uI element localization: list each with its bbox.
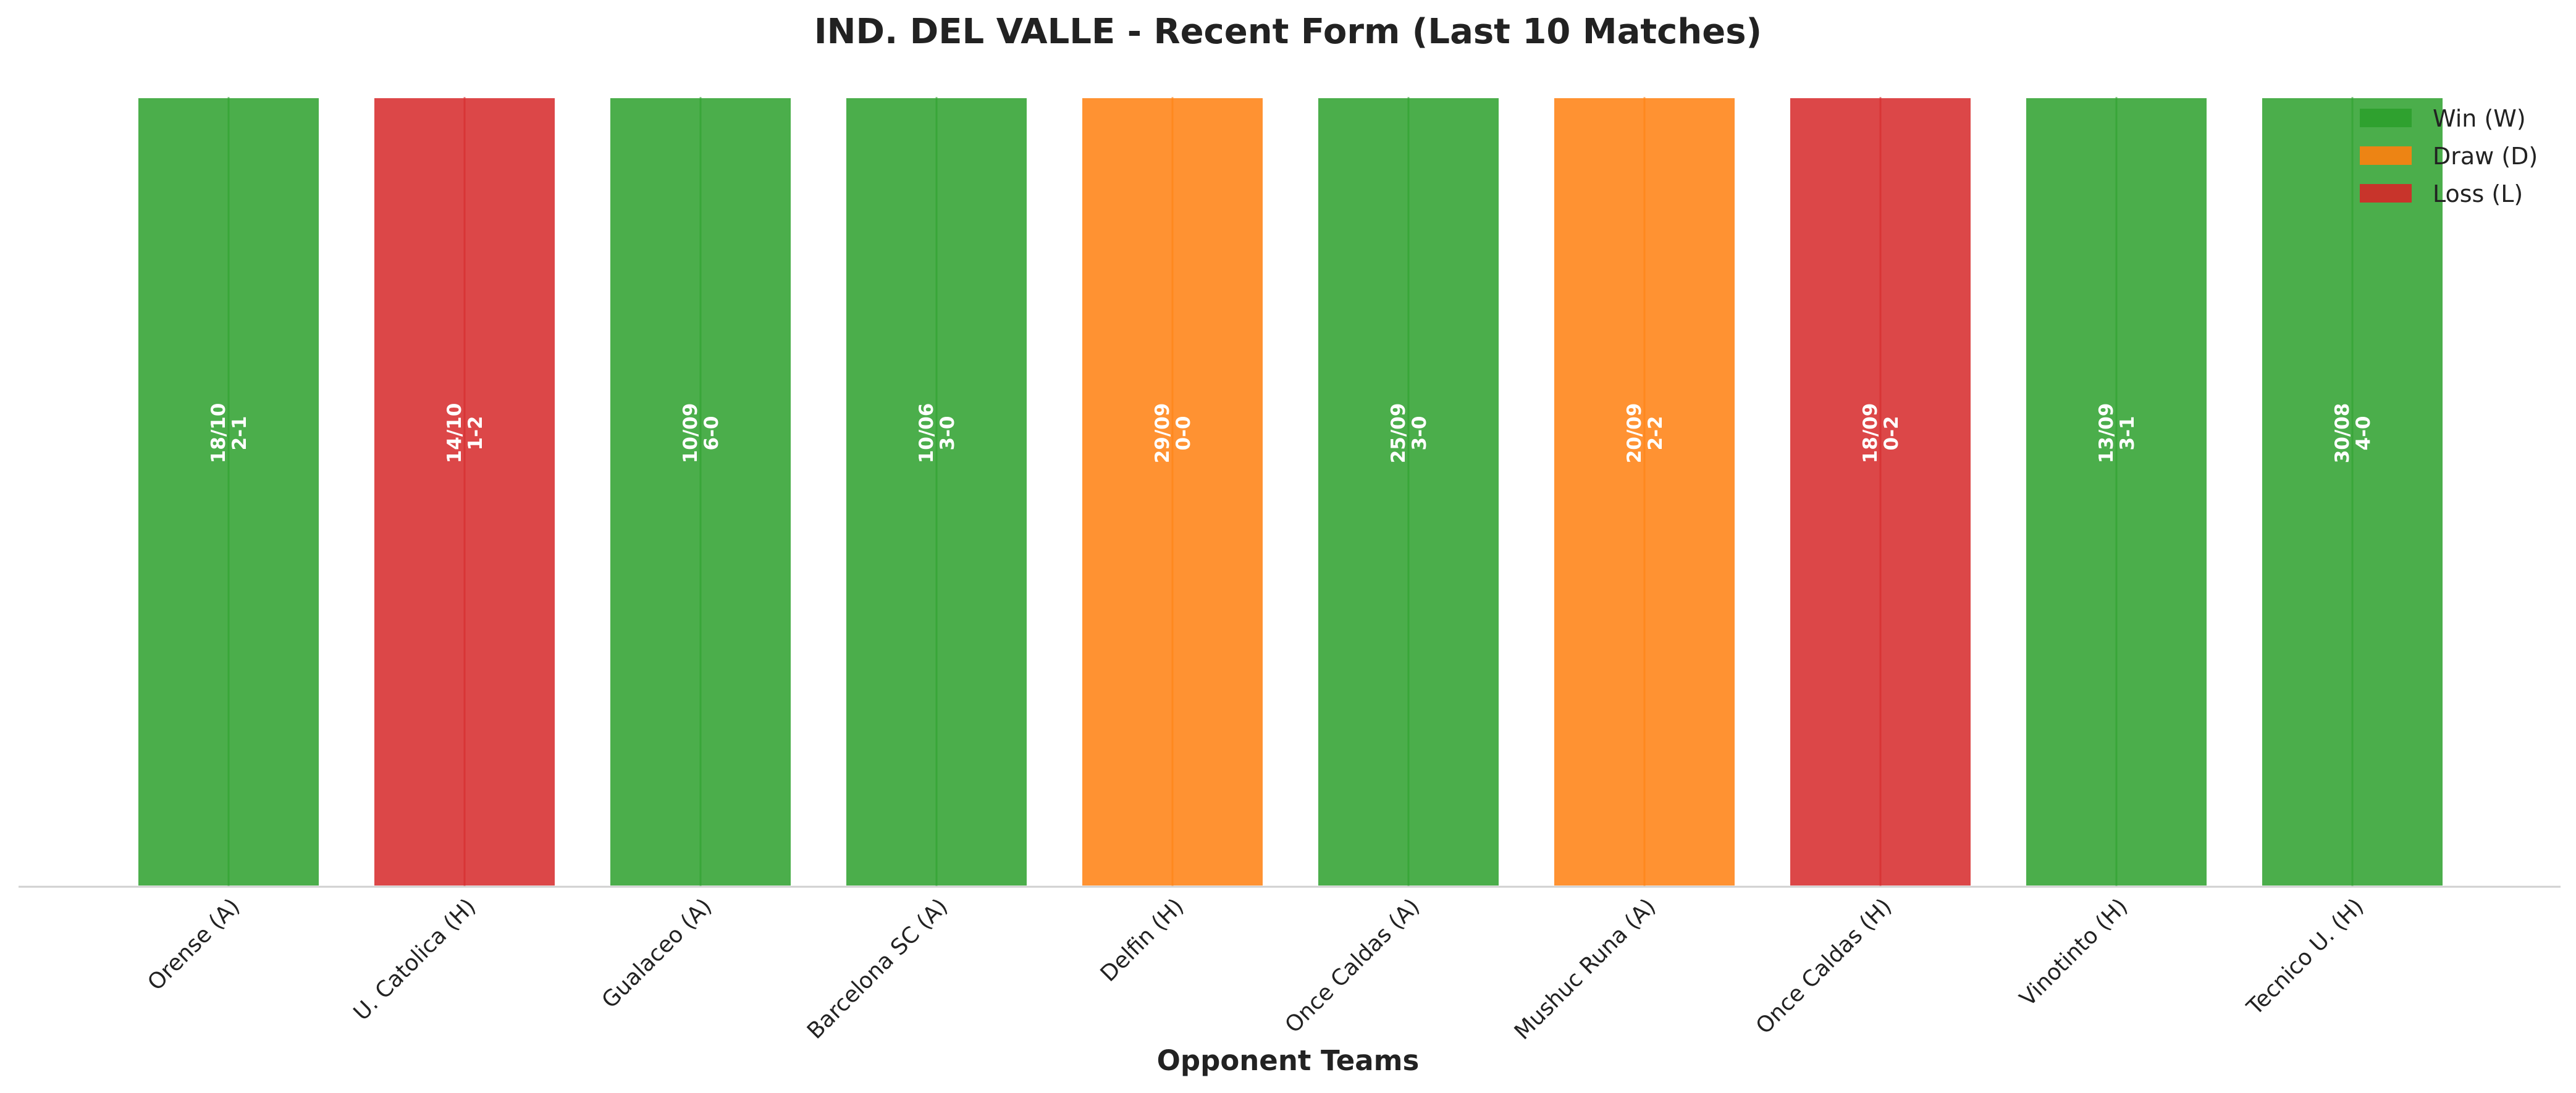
bar-date-label: 18/10	[208, 403, 230, 464]
bar-label-group: 14/101-2	[444, 403, 487, 464]
bar-score-label: 1-2	[465, 416, 487, 450]
bars-layer	[136, 96, 2445, 888]
bar-score-label: 6-0	[701, 416, 723, 450]
bar-score-label: 3-0	[937, 416, 959, 450]
bar-score-label: 2-1	[229, 416, 251, 450]
bar-score-label: 0-2	[1880, 416, 1903, 450]
x-tick-labels: Orense (A) U. Catolica (H) Gualaceo (A) Bar…	[143, 894, 2368, 1044]
x-tick-label: Gualaceo (A)	[597, 894, 717, 1013]
bar-label-group: 25/093-0	[1387, 403, 1431, 464]
x-tick-label: Tecnico U. (H)	[2242, 894, 2368, 1020]
x-tick-label: Once Caldas (A)	[1281, 894, 1425, 1038]
bar-date-label: 20/09	[1623, 403, 1646, 464]
bar-label-group: 10/063-0	[915, 403, 959, 464]
x-tick-label: Vinotinto (H)	[2015, 894, 2132, 1011]
bar-date-label: 29/09	[1151, 403, 1174, 464]
bar-date-label: 14/10	[444, 403, 466, 464]
x-tick-label: Once Caldas (H)	[1751, 894, 1896, 1039]
bar-score-label: 3-1	[2116, 416, 2139, 450]
bar-date-label: 18/09	[1859, 403, 1882, 464]
bar-label-group: 18/090-2	[1859, 403, 1903, 464]
legend-swatch	[2360, 109, 2412, 127]
x-tick-label: Mushuc Runa (A)	[1510, 894, 1661, 1044]
bar-date-label: 25/09	[1387, 403, 1410, 464]
bar-label-group: 10/096-0	[680, 403, 723, 464]
bar-label-group: 29/090-0	[1151, 403, 1195, 464]
bar-score-label: 2-2	[1644, 416, 1667, 450]
x-tick-label: U. Catolica (H)	[349, 894, 481, 1026]
bar-date-label: 10/06	[915, 403, 938, 464]
legend-label: Win (W)	[2433, 105, 2526, 132]
bar-score-label: 0-0	[1172, 416, 1195, 450]
x-tick-label: Delfin (H)	[1096, 894, 1189, 987]
bar-date-label: 13/09	[2095, 403, 2118, 464]
bar-label-group: 20/092-2	[1623, 403, 1667, 464]
bar-score-label: 3-0	[1408, 416, 1431, 450]
bar-label-group: 30/084-0	[2331, 403, 2375, 464]
bar-date-label: 30/08	[2331, 403, 2354, 464]
bar-date-label: 10/09	[680, 403, 702, 464]
chart-title: IND. DEL VALLE - Recent Form (Last 10 Ma…	[814, 12, 1762, 52]
legend-swatch	[2360, 184, 2412, 203]
legend: Win (W) Draw (D) Loss (L)	[2360, 105, 2538, 207]
bar-labels-layer: 18/102-1 14/101-2 10/096-0 10/063-0 29/090-0…	[208, 403, 2375, 464]
x-tick-label: Barcelona SC (A)	[802, 894, 953, 1044]
x-tick-label: Orense (A)	[143, 894, 245, 995]
bar-score-label: 4-0	[2352, 416, 2375, 450]
legend-label: Loss (L)	[2433, 180, 2523, 207]
bar-label-group: 18/102-1	[208, 403, 251, 464]
bar-label-group: 13/093-1	[2095, 403, 2139, 464]
x-axis-label: Opponent Teams	[1157, 1044, 1420, 1077]
legend-label: Draw (D)	[2433, 143, 2538, 170]
legend-swatch	[2360, 146, 2412, 165]
